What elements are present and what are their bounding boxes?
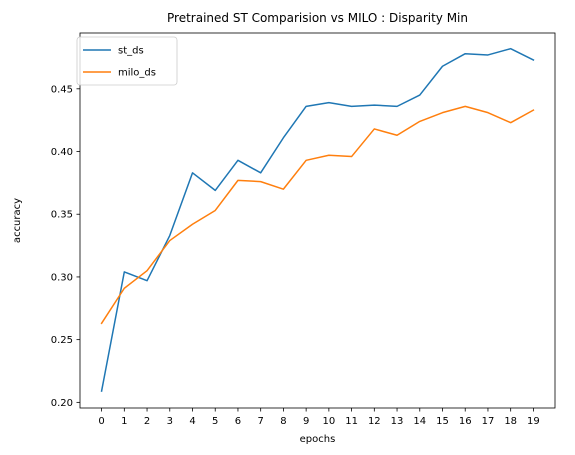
x-tick-label: 19 (527, 416, 540, 427)
x-tick-label: 12 (368, 416, 381, 427)
legend: st_ds milo_ds (76, 36, 178, 86)
x-tick-label: 5 (212, 416, 218, 427)
x-tick-label: 17 (482, 416, 495, 427)
legend-label-milo_ds: milo_ds (118, 68, 156, 79)
plot-area (80, 33, 555, 408)
x-tick-label: 11 (345, 416, 358, 427)
x-axis-ticks: 0 1 2 3 4 5 6 7 8 9 10 11 12 13 14 15 16 17 18 19 (98, 408, 540, 427)
x-tick-label: 15 (436, 416, 449, 427)
plot-frame (79, 32, 556, 409)
x-tick-label: 1 (121, 416, 127, 427)
x-tick-label: 18 (504, 416, 517, 427)
y-tick-label: 0.35 (51, 210, 73, 221)
x-tick-label: 16 (459, 416, 472, 427)
x-tick-label: 14 (413, 416, 426, 427)
series-line-st_ds (100, 47, 535, 392)
y-tick-label: 0.20 (51, 398, 73, 409)
y-axis-ticks: 0.20 0.25 0.30 0.35 0.40 0.45 (51, 84, 80, 409)
chart-title: Pretrained ST Comparision vs MILO : Disp… (167, 11, 468, 25)
x-tick-label: 8 (280, 416, 286, 427)
x-tick-label: 13 (391, 416, 404, 427)
x-tick-label: 0 (98, 416, 104, 427)
y-tick-label: 0.40 (51, 147, 73, 158)
x-axis-label: epochs (300, 434, 336, 445)
x-tick-label: 6 (235, 416, 241, 427)
x-tick-label: 9 (303, 416, 309, 427)
x-tick-label: 4 (189, 416, 195, 427)
y-tick-label: 0.45 (51, 84, 73, 95)
y-axis-label: accuracy (12, 198, 23, 243)
series-line-milo_ds (100, 105, 535, 325)
x-tick-label: 7 (257, 416, 263, 427)
plot-background (80, 33, 555, 408)
legend-label-st_ds: st_ds (118, 46, 144, 57)
series-lines (100, 47, 535, 392)
legend-box (76, 36, 178, 86)
x-tick-label: 3 (167, 416, 173, 427)
x-tick-label: 2 (144, 416, 150, 427)
y-tick-label: 0.25 (51, 335, 73, 346)
x-tick-label: 10 (322, 416, 335, 427)
y-tick-label: 0.30 (51, 272, 73, 283)
